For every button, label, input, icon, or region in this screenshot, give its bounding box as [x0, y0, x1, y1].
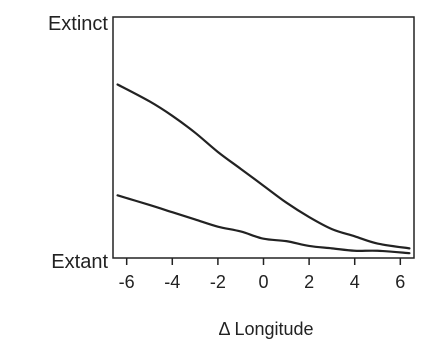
series-line-1 — [116, 83, 411, 250]
y-label-top: Extinct — [48, 13, 108, 35]
x-tick-label: 0 — [258, 272, 268, 292]
x-tick-label: -4 — [164, 272, 180, 292]
x-tick-label: 6 — [395, 272, 405, 292]
x-tick-label: -6 — [119, 272, 135, 292]
x-tick-label: -2 — [210, 272, 226, 292]
x-axis-label: Δ Longitude — [218, 319, 313, 339]
x-ticks: -6 -4 -2 0 2 4 6 — [119, 258, 405, 292]
x-tick-label: 2 — [304, 272, 314, 292]
series-group — [116, 83, 411, 255]
x-tick-label: 4 — [350, 272, 360, 292]
plot-frame — [112, 16, 415, 259]
y-label-bottom: Extant — [51, 251, 108, 273]
series-line-2 — [116, 194, 411, 255]
